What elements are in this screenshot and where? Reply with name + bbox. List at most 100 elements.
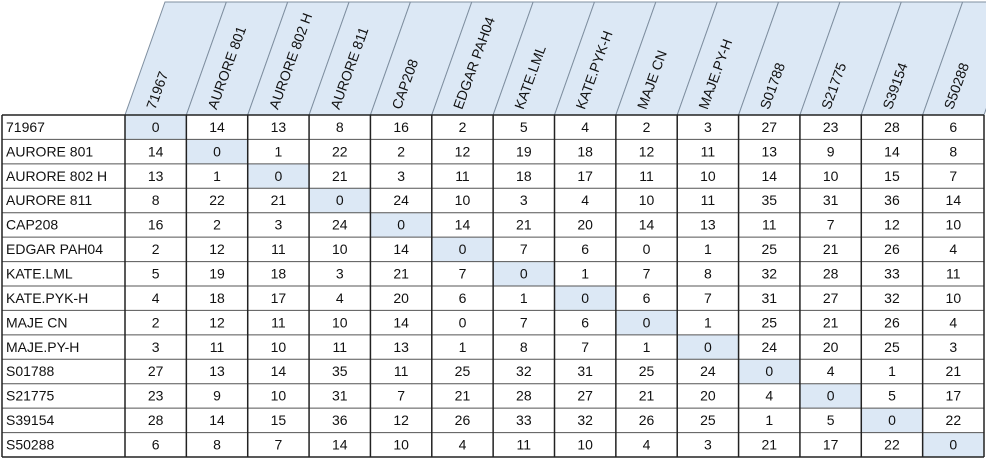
cell-value: 21 [516,217,532,233]
cell-value: 3 [274,217,282,233]
cell-value: 21 [823,241,839,257]
cell-value: 26 [884,241,900,257]
cell-value: 2 [643,119,651,135]
diagonal-cell [922,432,984,457]
row-label: CAP208 [6,217,58,233]
cell-value: 7 [581,339,589,355]
cell-value: 7 [949,168,957,184]
cell-value: 4 [949,241,957,257]
cell-value: 18 [577,143,593,159]
cell-value: 14 [393,241,409,257]
row-label: MAJE.PY-H [6,339,79,355]
cell-value: 1 [520,290,528,306]
cell-value: 21 [639,388,655,404]
cell-value: 6 [152,436,160,452]
cell-value: 8 [336,119,344,135]
row-label: EDGAR PAH04 [6,241,103,257]
cell-value: 25 [884,339,900,355]
cell-value: 7 [827,217,835,233]
cell-value: 22 [946,412,962,428]
cell-value: 13 [393,339,409,355]
cell-value: 15 [884,168,900,184]
diagonal-cell [615,310,678,335]
cell-value: 4 [459,436,467,452]
cell-value: 10 [700,168,716,184]
cell-value: 3 [704,119,712,135]
cell-value: 2 [397,143,405,159]
row-label: KATE.PYK-H [6,290,88,306]
cell-value: 11 [639,168,654,184]
cell-value: 33 [884,265,900,281]
cell-value: 8 [520,339,528,355]
cell-value: 5 [520,119,528,135]
cell-value: 8 [152,192,160,208]
cell-value: 27 [148,363,164,379]
cell-value: 2 [459,119,467,135]
diagonal-cell [677,334,739,360]
cell-value: 15 [271,412,287,428]
cell-value: 3 [704,436,712,452]
cell-value: 1 [888,363,896,379]
cell-value: 23 [148,388,164,404]
cell-value: 13 [148,168,164,184]
cell-value: 7 [520,241,528,257]
cell-value: 0 [581,290,589,306]
cell-value: 0 [459,314,467,330]
cell-value: 12 [209,241,225,257]
cell-value: 14 [455,217,471,233]
cell-value: 13 [761,143,777,159]
cell-value: 10 [639,192,655,208]
row-label: S50288 [6,436,54,452]
cell-value: 35 [332,363,348,379]
cell-value: 20 [393,290,409,306]
cell-value: 18 [209,290,225,306]
cell-value: 20 [823,339,839,355]
cell-value: 21 [332,168,348,184]
cell-value: 7 [459,265,467,281]
cell-value: 1 [704,241,712,257]
row-label: AURORE 801 [6,143,93,159]
cell-value: 14 [148,143,164,159]
cell-value: 3 [336,265,344,281]
cell-value: 6 [581,241,589,257]
cell-value: 6 [643,290,651,306]
cell-value: 18 [271,265,287,281]
cell-value: 7 [520,314,528,330]
cell-value: 11 [210,339,225,355]
cell-value: 14 [946,192,962,208]
cell-value: 28 [148,412,164,428]
cell-value: 4 [765,388,773,404]
cell-value: 1 [274,143,282,159]
cell-value: 2 [152,241,160,257]
cell-value: 21 [761,436,777,452]
diagonal-cell [738,359,800,384]
diagonal-cell [493,261,555,286]
cell-value: 32 [577,412,593,428]
cell-value: 25 [455,363,471,379]
cell-value: 20 [700,388,716,404]
diagonal-cell [247,163,310,189]
cell-value: 7 [274,436,282,452]
cell-value: 11 [517,436,532,452]
cell-value: 14 [271,363,287,379]
cell-value: 27 [577,388,593,404]
cell-value: 33 [516,412,532,428]
diagonal-cell [309,188,371,213]
cell-value: 4 [581,192,589,208]
cell-value: 0 [274,168,282,184]
cell-value: 11 [394,363,409,379]
cell-value: 0 [888,412,896,428]
cell-value: 6 [949,119,957,135]
cell-value: 32 [884,290,900,306]
cell-value: 31 [823,192,839,208]
cell-value: 26 [884,314,900,330]
cell-value: 0 [397,217,405,233]
cell-value: 0 [827,388,835,404]
cell-value: 11 [946,265,961,281]
cell-value: 0 [643,241,651,257]
cell-value: 31 [332,388,348,404]
cell-value: 24 [332,217,348,233]
cell-value: 24 [761,339,777,355]
cell-value: 4 [336,290,344,306]
